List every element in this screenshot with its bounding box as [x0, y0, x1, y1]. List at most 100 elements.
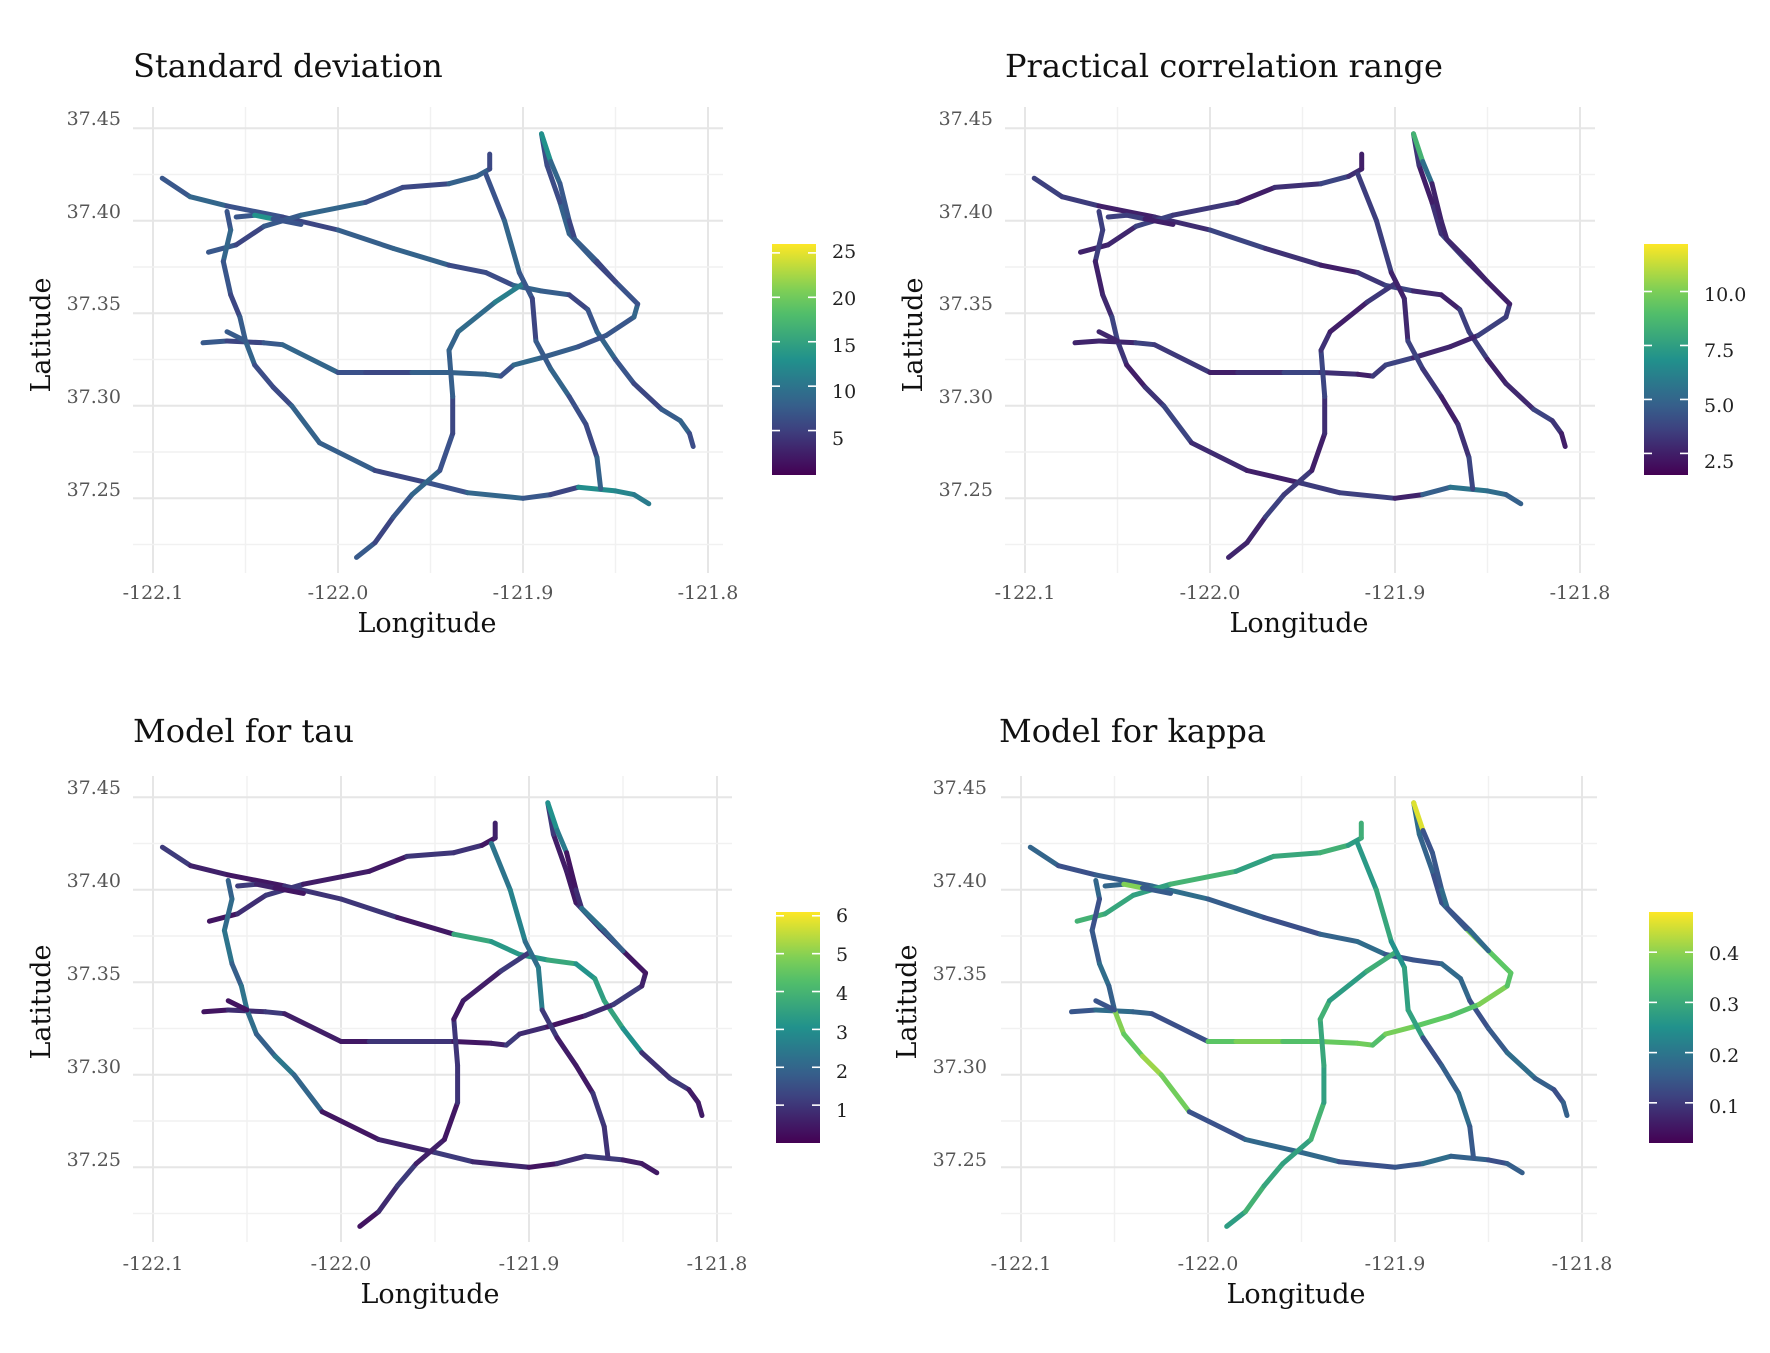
road-segment: [1170, 199, 1241, 218]
x-tick-label: -122.0: [308, 582, 369, 604]
road-segment: [1485, 357, 1509, 387]
y-tick-label: 37.45: [67, 777, 121, 799]
road-segment: [1448, 484, 1490, 494]
road-segment: [1318, 329, 1333, 353]
road-segment: [446, 347, 456, 399]
road-segment: [224, 329, 248, 344]
road-segment: [579, 905, 607, 933]
road-segment: [582, 1153, 626, 1163]
road-segment: [263, 1009, 288, 1017]
road-segment: [200, 338, 230, 346]
road-segment: [188, 863, 231, 878]
road-segment: [252, 362, 276, 390]
road-segment: [1405, 1007, 1426, 1041]
y-tick-label: 37.35: [933, 963, 987, 985]
road-segment: [1168, 868, 1239, 887]
road-segment: [451, 842, 485, 856]
road-segment: [1486, 1026, 1510, 1056]
panel-title: Practical correlation range: [1005, 47, 1443, 85]
y-tick-label: 37.25: [933, 1149, 987, 1171]
road-segment: [1531, 406, 1555, 424]
road-segment: [1226, 540, 1250, 560]
road-segment: [1411, 344, 1453, 361]
road-network: [159, 800, 705, 1229]
road-segment: [492, 281, 526, 305]
road-segment: [582, 1001, 617, 1019]
y-tick-label: 37.25: [67, 479, 121, 501]
x-tick-label: -122.1: [995, 582, 1056, 604]
colorbar-tick-label: 0.3: [1709, 994, 1739, 1016]
colorbar: [1644, 244, 1688, 475]
road-segment: [272, 885, 306, 896]
road-segment: [317, 440, 378, 473]
road-segment: [451, 998, 466, 1022]
road-segment: [291, 1072, 325, 1115]
road-segment: [441, 1100, 461, 1142]
road-segment: [465, 490, 526, 501]
road-segment: [585, 307, 600, 335]
road-segment: [686, 1087, 701, 1105]
road-segment: [1031, 175, 1065, 200]
road-segment: [1438, 394, 1461, 427]
road-segment: [235, 881, 259, 889]
road-segment: [225, 878, 235, 902]
road-segment: [601, 1124, 611, 1161]
x-tick-label: -122.0: [311, 1253, 372, 1275]
road-segment: [289, 403, 322, 446]
road-segment: [1429, 850, 1445, 893]
road-segment: [1074, 911, 1108, 924]
road-segment: [235, 892, 269, 917]
colorbar-tick-label: 5.0: [1704, 395, 1734, 417]
road-segment: [529, 296, 539, 344]
road-segment: [1109, 314, 1120, 344]
x-tick-label: -121.9: [1365, 1253, 1426, 1275]
colorbar-tick-label: 25: [832, 241, 856, 263]
road-segment: [631, 492, 652, 507]
road-segment: [564, 850, 579, 893]
road-segment: [639, 1161, 660, 1176]
road-segment: [502, 218, 522, 276]
y-axis-label: Latitude: [898, 277, 929, 392]
road-segment: [1355, 841, 1379, 893]
road-segment: [620, 1157, 645, 1167]
colorbar-tick-label: 10.0: [1704, 284, 1746, 306]
road-segment: [1093, 872, 1155, 889]
y-tick-label: 37.30: [67, 386, 121, 408]
colorbar: [776, 912, 820, 1143]
road-segment: [1089, 927, 1102, 967]
colorbar-tick-label: 10: [832, 381, 856, 403]
road-segment: [1411, 957, 1445, 967]
road-segment: [1327, 968, 1370, 1004]
x-axis-label: Longitude: [361, 1279, 500, 1310]
road-segment: [1078, 242, 1111, 255]
colorbar-tick-label: 6: [836, 905, 848, 927]
road-segment: [1401, 296, 1411, 344]
y-tick-label: 37.25: [939, 479, 993, 501]
x-tick-label: -121.9: [1365, 582, 1426, 604]
road-segment: [1383, 355, 1416, 368]
road-segment: [1093, 878, 1102, 902]
road-segment: [1224, 1209, 1248, 1229]
road-segment: [253, 1031, 278, 1059]
road-segment: [391, 492, 415, 520]
road-segment: [545, 1013, 588, 1030]
y-tick-label: 37.35: [939, 293, 993, 315]
colorbar-tick-label: 4: [836, 983, 848, 1005]
road-segment: [1411, 800, 1426, 833]
road-segment: [409, 468, 443, 498]
road-segment: [428, 480, 470, 496]
road-segment: [1242, 1137, 1304, 1155]
y-tick-label: 37.40: [67, 201, 121, 223]
road-segment: [1411, 288, 1444, 298]
road-segment: [566, 394, 589, 427]
y-tick-label: 37.45: [939, 108, 993, 130]
road-segment: [270, 384, 295, 409]
road-segment: [1420, 484, 1453, 498]
road-segment: [1142, 216, 1176, 227]
road-segment: [335, 227, 396, 251]
road-segment: [548, 159, 563, 187]
road-segment: [372, 514, 396, 546]
road-segment: [1532, 1075, 1557, 1093]
road-segment: [376, 1183, 400, 1215]
road-segment: [1503, 492, 1524, 507]
